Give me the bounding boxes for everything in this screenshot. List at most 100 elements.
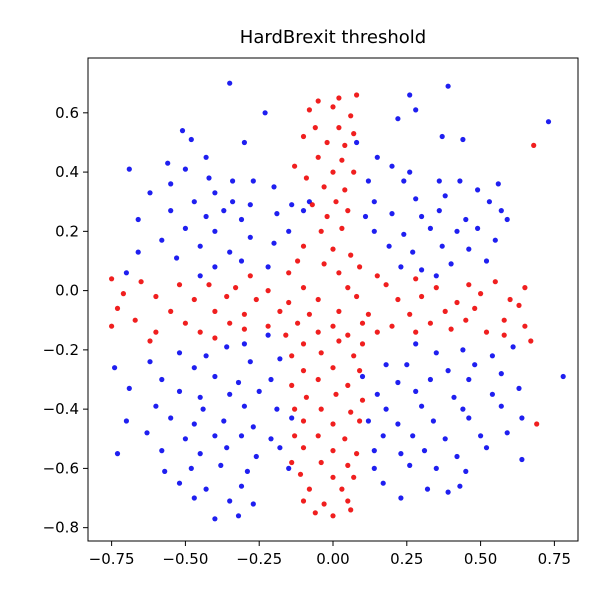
- data-point: [277, 308, 283, 314]
- data-point: [268, 436, 274, 442]
- data-point: [300, 418, 307, 424]
- data-point: [466, 376, 472, 383]
- y-tick-label: 0.0: [55, 282, 79, 300]
- data-point: [191, 365, 197, 371]
- data-point: [472, 305, 478, 311]
- data-point: [339, 486, 345, 492]
- y-tick-label: −0.4: [43, 400, 79, 418]
- data-point: [256, 388, 262, 394]
- data-point: [241, 403, 247, 409]
- data-point: [212, 264, 218, 270]
- data-point: [348, 507, 354, 513]
- data-point: [433, 273, 439, 279]
- data-point: [224, 293, 230, 300]
- data-point: [191, 495, 197, 501]
- data-point: [292, 406, 298, 412]
- data-point: [495, 181, 501, 187]
- data-point: [126, 166, 132, 172]
- data-point: [238, 433, 245, 439]
- data-point: [253, 453, 259, 460]
- data-point: [221, 418, 227, 424]
- x-tick-label: 0.25: [390, 550, 423, 568]
- data-point: [395, 421, 401, 427]
- data-point: [286, 270, 292, 276]
- data-point: [235, 513, 242, 519]
- data-point: [460, 347, 466, 353]
- data-point: [342, 142, 348, 148]
- data-point: [442, 308, 448, 314]
- data-point: [389, 323, 395, 329]
- x-tick-label: −0.75: [89, 550, 135, 568]
- data-point: [445, 489, 451, 495]
- data-point: [342, 436, 348, 442]
- data-point: [442, 193, 448, 199]
- data-point: [365, 178, 371, 184]
- data-point: [516, 385, 522, 391]
- data-point: [427, 320, 433, 326]
- data-point: [182, 436, 188, 442]
- data-point: [351, 353, 357, 359]
- data-point: [359, 397, 366, 403]
- data-point: [475, 187, 481, 193]
- data-point: [531, 142, 537, 148]
- data-point: [492, 237, 498, 243]
- data-point: [330, 246, 336, 252]
- x-tick-label: 0.75: [538, 550, 571, 568]
- data-point: [383, 362, 389, 368]
- data-point: [289, 353, 295, 359]
- data-point: [365, 311, 371, 317]
- y-tick-label: −0.6: [43, 459, 79, 477]
- data-point: [371, 465, 377, 471]
- data-point: [398, 495, 404, 501]
- data-point: [238, 483, 245, 489]
- data-point: [454, 453, 460, 460]
- data-point: [315, 98, 321, 104]
- data-point: [265, 332, 271, 338]
- data-point: [315, 329, 321, 335]
- data-point: [274, 211, 280, 217]
- data-point: [120, 291, 126, 297]
- data-point: [354, 92, 360, 98]
- data-point: [359, 320, 366, 326]
- data-point: [300, 368, 307, 374]
- data-point: [309, 202, 315, 208]
- data-point: [330, 421, 336, 427]
- data-point: [203, 154, 209, 160]
- data-point: [227, 80, 233, 86]
- data-point: [504, 430, 510, 436]
- data-point: [395, 379, 401, 386]
- data-point: [227, 320, 233, 326]
- data-point: [176, 480, 183, 486]
- data-point: [357, 368, 363, 374]
- data-point: [478, 291, 484, 297]
- data-point: [135, 216, 141, 223]
- data-point: [153, 329, 159, 335]
- data-point: [330, 365, 336, 371]
- data-point: [233, 285, 239, 291]
- data-point: [315, 376, 321, 383]
- data-point: [182, 320, 188, 326]
- data-point: [421, 448, 428, 454]
- data-point: [268, 376, 274, 383]
- data-point: [206, 282, 212, 288]
- data-point: [345, 208, 351, 214]
- data-point: [277, 445, 283, 451]
- data-point: [312, 510, 318, 516]
- x-axis: −0.75 −0.50 −0.25 0.00 0.25 0.50 0.75: [89, 541, 571, 568]
- data-point: [354, 139, 360, 146]
- data-point: [286, 465, 292, 471]
- data-point: [430, 418, 436, 424]
- data-point: [528, 338, 534, 344]
- data-point: [401, 231, 407, 237]
- data-point: [354, 451, 360, 457]
- data-point: [203, 353, 209, 359]
- data-point: [330, 323, 336, 329]
- data-point: [318, 228, 324, 234]
- data-point: [179, 128, 186, 134]
- data-point: [330, 513, 336, 519]
- data-point: [109, 276, 115, 282]
- data-point: [330, 169, 336, 175]
- data-point: [241, 311, 247, 317]
- data-point: [168, 208, 174, 214]
